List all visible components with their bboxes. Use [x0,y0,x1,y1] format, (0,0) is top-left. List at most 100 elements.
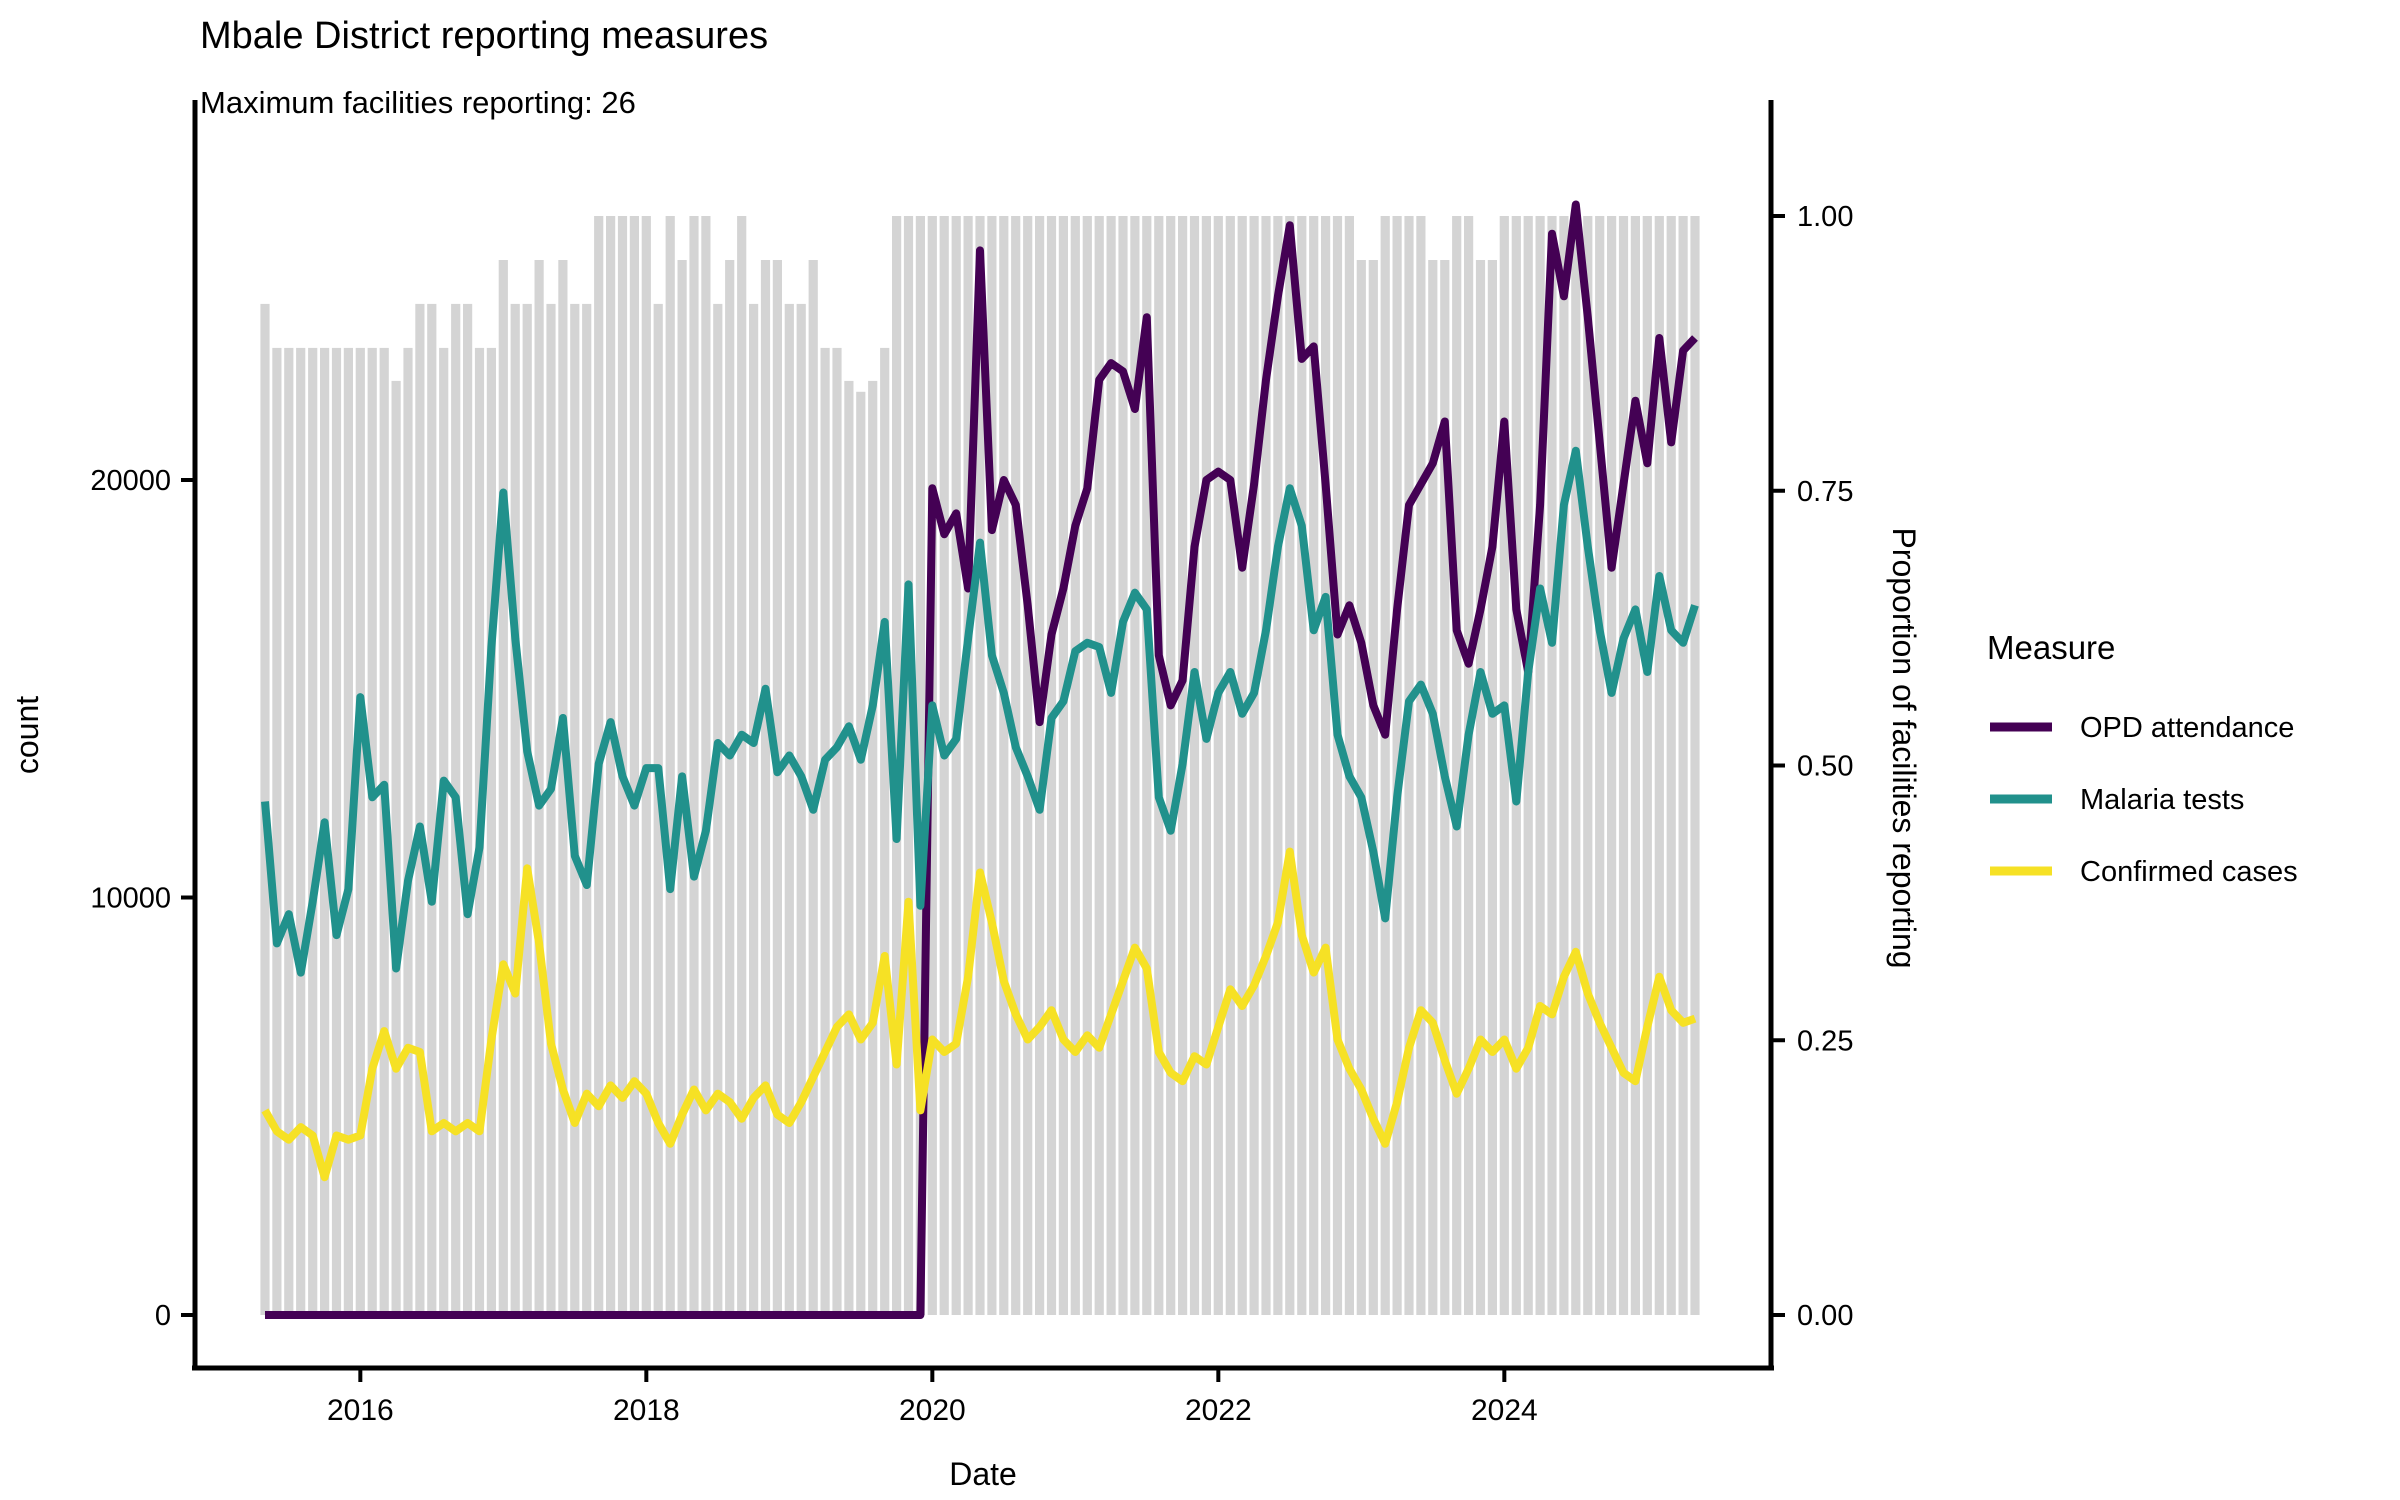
facility-reporting-bar [1237,216,1247,1315]
facility-reporting-bar [1475,260,1486,1315]
facility-reporting-bar [784,303,794,1315]
facility-reporting-bar [463,303,473,1315]
facility-reporting-bar [1571,216,1581,1315]
date-tick-label: 2022 [1185,1394,1252,1427]
facility-reporting-bar [1642,216,1652,1315]
legend-item-confirmed: Confirmed cases [1990,856,2298,888]
facility-reporting-bar [1201,216,1211,1315]
facility-reporting-bar [665,216,675,1315]
measure-lines [261,200,1699,1319]
legend-item-opd: OPD attendance [1990,712,2294,744]
facility-reporting-bar [749,303,759,1315]
facility-reporting-bar [1118,216,1128,1315]
facility-reporting-bar [713,303,723,1315]
facility-reporting-bar [1487,260,1497,1315]
facility-reporting-bar [284,347,294,1315]
legend-label-malaria: Malaria tests [2080,784,2244,816]
legend-label-confirmed: Confirmed cases [2080,856,2298,888]
facility-reporting-bar [1213,216,1223,1315]
x-axis-title-date: Date [949,1456,1017,1492]
facility-reporting-bar [939,216,949,1315]
facility-reporting-bar [367,347,377,1315]
facility-reporting-bar [1368,260,1378,1315]
facility-reporting-bar [1535,216,1545,1315]
facility-reporting-bar [856,391,866,1315]
facility-reporting-bar [498,260,508,1315]
facility-reporting-bar [1332,216,1343,1315]
axes: 0 10000 20000 0.00 0.25 0.50 0.75 1.00 2016 2018 2… [90,100,1853,1427]
facility-reporting-bar [1035,216,1045,1315]
line-opd-attendance [265,200,1698,1319]
facility-reporting-bar [1523,216,1533,1315]
facility-reporting-bar [1225,216,1235,1315]
facility-reporting-bar [403,347,413,1315]
date-tick-label: 2016 [327,1394,394,1427]
facility-reporting-bar [415,303,425,1315]
facility-reporting-bar [629,216,639,1315]
date-tick-label: 2018 [613,1394,680,1427]
facility-reporting-bar [439,347,449,1315]
facility-reporting-bar [1297,216,1307,1315]
facility-reporting-bar [1678,216,1688,1315]
facility-reporting-bar [272,347,282,1315]
facility-reporting-bar [1142,216,1152,1315]
proportion-tick-label: 0.25 [1797,1025,1853,1057]
facility-reporting-bars [260,216,1700,1315]
facility-reporting-bar [1130,216,1140,1315]
facility-reporting-bar [915,216,925,1315]
facility-reporting-bar [987,216,997,1315]
facility-reporting-bar [975,216,985,1315]
facility-reporting-bar [606,216,616,1315]
facility-reporting-bar [796,303,806,1315]
facility-reporting-bar [427,303,437,1315]
facility-reporting-bar [1011,216,1021,1315]
facility-reporting-bar [701,216,711,1315]
facility-reporting-bar [522,303,532,1315]
facility-reporting-bar [1630,216,1640,1315]
facility-reporting-bar [1309,216,1319,1315]
facility-reporting-bar [558,260,568,1315]
facility-reporting-bar [1321,216,1331,1315]
facility-reporting-bar [963,216,973,1315]
line-malaria-tests [261,446,1699,977]
facility-reporting-bar [1356,260,1366,1315]
facility-reporting-bar [1595,216,1605,1315]
facility-reporting-bar [1690,216,1700,1315]
facility-reporting-bar [546,303,556,1315]
facility-reporting-bar [725,260,735,1315]
facility-reporting-bar [1058,216,1068,1315]
facility-reporting-bar [1547,216,1557,1315]
legend: Measure OPD attendance Malaria tests Con… [1987,629,2298,888]
facility-reporting-bar [391,380,401,1315]
facility-reporting-bar [868,380,878,1315]
facility-reporting-bar [1380,216,1390,1315]
facility-reporting-bar [355,347,365,1315]
facility-reporting-bar [1654,216,1664,1315]
facility-reporting-bar [1666,216,1676,1315]
facility-reporting-bar [1618,216,1629,1315]
facility-reporting-bar [760,260,771,1315]
facility-reporting-bar [689,216,699,1315]
count-tick-label: 10000 [90,883,171,915]
facility-reporting-bar [1607,216,1617,1315]
facility-reporting-bar [820,347,830,1315]
facility-reporting-bar [510,303,520,1315]
facility-reporting-bar [486,347,496,1315]
facility-reporting-bar [582,303,592,1315]
count-tick-label: 0 [155,1300,171,1332]
date-tick-label: 2020 [899,1394,966,1427]
y-axis-title-proportion: Proportion of facilities reporting [1886,527,1922,968]
y-axis-title-count: count [9,696,45,774]
facility-reporting-bar [832,347,842,1315]
legend-label-opd: OPD attendance [2080,712,2294,744]
facility-reporting-bar [1285,216,1295,1315]
facility-reporting-bar [1166,216,1176,1315]
facility-reporting-bar [653,303,663,1315]
facility-reporting-bar [808,260,818,1315]
date-tick-label: 2024 [1471,1394,1538,1427]
facility-reporting-bar [1070,216,1080,1315]
line-confirmed-cases [261,847,1697,1182]
legend-title: Measure [1987,629,2115,666]
facility-reporting-bar [1023,216,1033,1315]
